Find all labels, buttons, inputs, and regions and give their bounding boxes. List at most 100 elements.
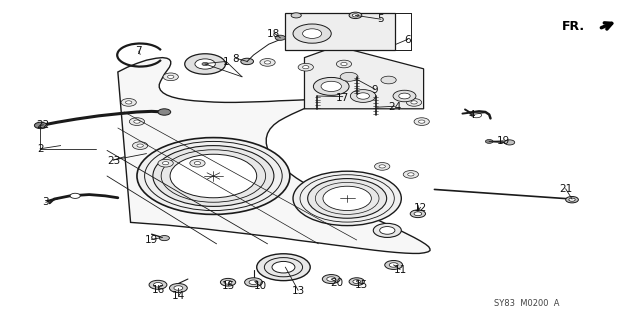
Circle shape	[353, 280, 361, 284]
Circle shape	[149, 280, 167, 289]
Text: 15: 15	[222, 281, 234, 292]
Circle shape	[341, 62, 347, 66]
Circle shape	[380, 227, 395, 234]
Circle shape	[194, 162, 201, 165]
Circle shape	[357, 93, 369, 99]
Circle shape	[202, 62, 208, 66]
Circle shape	[132, 142, 148, 149]
Circle shape	[137, 138, 290, 214]
Text: 23: 23	[107, 156, 120, 166]
Circle shape	[349, 12, 362, 19]
Text: 2: 2	[37, 144, 43, 154]
Text: 14: 14	[172, 291, 185, 301]
Circle shape	[373, 223, 401, 237]
Circle shape	[303, 29, 322, 38]
Circle shape	[303, 66, 309, 69]
Circle shape	[195, 59, 215, 69]
Circle shape	[293, 171, 401, 226]
Circle shape	[471, 113, 482, 118]
Circle shape	[169, 284, 187, 292]
Circle shape	[389, 263, 398, 267]
Circle shape	[121, 99, 136, 106]
Circle shape	[485, 140, 493, 143]
Circle shape	[505, 140, 515, 145]
Text: 1: 1	[223, 57, 229, 68]
Circle shape	[158, 109, 171, 115]
Text: 15: 15	[355, 280, 368, 290]
Circle shape	[220, 278, 236, 286]
Circle shape	[569, 198, 575, 201]
Circle shape	[257, 254, 310, 281]
Circle shape	[70, 193, 80, 198]
Circle shape	[163, 73, 178, 81]
Circle shape	[249, 280, 258, 284]
Text: 10: 10	[254, 281, 266, 292]
Circle shape	[245, 278, 262, 287]
Circle shape	[158, 159, 173, 167]
Circle shape	[379, 165, 385, 168]
Circle shape	[327, 277, 336, 281]
Circle shape	[125, 101, 132, 104]
Polygon shape	[118, 58, 430, 253]
Circle shape	[350, 90, 376, 102]
Circle shape	[153, 146, 274, 206]
Circle shape	[260, 59, 275, 66]
Circle shape	[411, 101, 417, 104]
Circle shape	[323, 186, 371, 211]
Circle shape	[566, 196, 578, 203]
Circle shape	[275, 35, 285, 40]
Circle shape	[170, 154, 257, 198]
Text: 5: 5	[378, 14, 384, 24]
Text: 13: 13	[292, 286, 304, 296]
Circle shape	[414, 212, 422, 216]
Text: 22: 22	[37, 120, 50, 131]
Circle shape	[174, 286, 183, 290]
Circle shape	[414, 118, 429, 125]
Circle shape	[336, 60, 352, 68]
Circle shape	[313, 77, 349, 95]
Text: 19: 19	[497, 136, 510, 147]
Polygon shape	[304, 48, 424, 109]
Circle shape	[185, 54, 225, 74]
Text: 19: 19	[145, 235, 158, 245]
Circle shape	[168, 75, 174, 78]
Text: 18: 18	[268, 28, 280, 39]
Circle shape	[34, 122, 47, 129]
Circle shape	[352, 14, 359, 17]
Circle shape	[340, 72, 358, 81]
Circle shape	[403, 171, 419, 178]
Circle shape	[419, 120, 425, 123]
Text: 21: 21	[559, 184, 572, 195]
Circle shape	[291, 13, 301, 18]
Polygon shape	[285, 13, 395, 50]
Circle shape	[308, 179, 387, 218]
Circle shape	[190, 62, 205, 69]
Text: FR.: FR.	[562, 20, 585, 33]
Circle shape	[406, 99, 422, 106]
Text: 8: 8	[233, 54, 239, 64]
Text: 7: 7	[136, 46, 142, 56]
Text: 17: 17	[336, 92, 349, 103]
Circle shape	[129, 118, 145, 125]
Circle shape	[293, 24, 331, 43]
Circle shape	[264, 61, 271, 64]
Circle shape	[137, 144, 143, 147]
Text: 12: 12	[414, 203, 427, 213]
Circle shape	[385, 260, 403, 269]
Circle shape	[154, 283, 162, 287]
Circle shape	[393, 90, 416, 102]
Circle shape	[224, 280, 232, 284]
Text: 6: 6	[404, 35, 411, 45]
Text: 16: 16	[152, 284, 164, 295]
Circle shape	[399, 93, 410, 99]
Text: 3: 3	[43, 197, 49, 207]
Circle shape	[190, 159, 205, 167]
Circle shape	[321, 81, 341, 92]
Circle shape	[241, 58, 254, 65]
Circle shape	[349, 278, 364, 285]
Circle shape	[159, 236, 169, 241]
Text: 24: 24	[389, 102, 401, 112]
Text: 11: 11	[394, 265, 406, 276]
Circle shape	[408, 173, 414, 176]
Text: SY83  M0200  A: SY83 M0200 A	[494, 299, 559, 308]
